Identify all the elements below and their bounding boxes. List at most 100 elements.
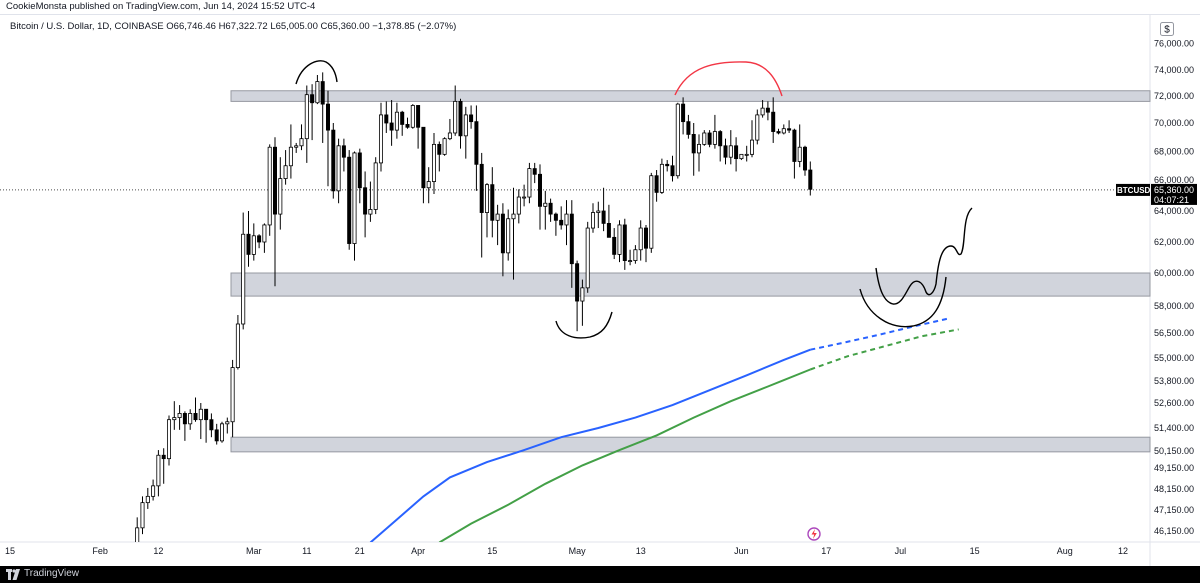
dollar-icon[interactable]: $	[1160, 22, 1174, 36]
lightning-bolt-icon	[811, 529, 817, 539]
candle	[315, 75, 320, 105]
candle	[495, 204, 500, 246]
candle	[522, 184, 527, 207]
time-tick-label: 13	[636, 546, 646, 556]
candle	[500, 203, 505, 277]
candle	[166, 415, 171, 466]
candle	[511, 187, 516, 280]
candle	[803, 145, 808, 176]
symbol-label: BTCUSD	[1117, 186, 1151, 195]
candle	[469, 105, 474, 129]
candle	[257, 234, 262, 249]
candle	[649, 172, 654, 253]
candle	[304, 85, 309, 163]
candle	[681, 97, 686, 135]
candle	[198, 403, 203, 440]
annotation-big-cup	[859, 276, 947, 328]
candle	[209, 413, 214, 438]
candle	[225, 417, 230, 434]
price-tick-label: 50,150.00	[1154, 446, 1194, 456]
candle	[373, 157, 378, 215]
candle	[204, 408, 209, 443]
candle	[516, 189, 521, 224]
candle	[288, 124, 293, 179]
candle	[241, 212, 246, 330]
zone-2	[230, 436, 1151, 453]
candle	[606, 204, 611, 238]
candle	[426, 167, 431, 204]
time-tick-label: May	[569, 546, 587, 556]
candle	[484, 183, 489, 238]
candle	[214, 423, 219, 445]
published-by: CookieMonsta published on TradingView.co…	[6, 1, 316, 12]
candle	[325, 90, 330, 187]
candle	[617, 220, 622, 263]
candle	[718, 130, 723, 162]
candle	[702, 130, 707, 146]
price-chart[interactable]: 76,000.00 74,000.00 72,000.00 70,000.00 68,0…	[0, 0, 1200, 566]
candle	[135, 517, 140, 542]
time-tick-label: 15	[970, 546, 980, 556]
candle	[357, 148, 362, 204]
candle	[723, 138, 728, 165]
zone-1	[230, 272, 1151, 297]
svg-text:$: $	[1164, 25, 1170, 36]
candle	[596, 201, 601, 229]
candle	[474, 105, 479, 191]
candle	[177, 405, 182, 430]
footer-brand: TradingView	[24, 568, 80, 579]
price-tick-label: 64,000.00	[1154, 206, 1194, 216]
candle	[776, 128, 781, 135]
annotation-bottom-cup	[555, 311, 613, 339]
candle	[532, 162, 537, 184]
price-tick-label: 52,600.00	[1154, 398, 1194, 408]
candle	[262, 223, 267, 253]
candle	[219, 421, 224, 443]
candle	[575, 260, 580, 332]
candle	[442, 137, 447, 156]
candle	[765, 101, 770, 121]
candle	[251, 223, 256, 261]
candle	[310, 84, 315, 141]
candle	[352, 151, 357, 261]
price-tick-label: 55,000.00	[1154, 353, 1194, 363]
candle	[792, 128, 797, 179]
candle	[389, 100, 394, 146]
candle	[675, 102, 680, 179]
annotation-top-arc-right	[674, 61, 783, 97]
candle	[707, 130, 712, 148]
ma-blue-line	[369, 348, 811, 542]
time-tick-label: 15	[5, 546, 15, 556]
candle	[601, 187, 606, 232]
candle	[172, 401, 177, 430]
price-tick-label: 70,000.00	[1154, 118, 1194, 128]
candle	[553, 212, 558, 236]
time-tick-label: Mar	[246, 546, 262, 556]
candle	[506, 209, 511, 261]
candle	[659, 158, 664, 194]
price-tick-label: 47,150.00	[1154, 505, 1194, 515]
candle	[580, 279, 585, 326]
candle	[182, 411, 187, 441]
price-tick-label: 74,000.00	[1154, 65, 1194, 75]
candle	[548, 198, 553, 222]
annotation-projection-path	[875, 207, 973, 305]
candle	[267, 144, 272, 236]
candle	[394, 102, 399, 139]
candle	[421, 126, 426, 204]
candle	[760, 100, 765, 118]
candle	[728, 130, 733, 165]
time-tick-label: Jul	[895, 546, 907, 556]
candle	[272, 137, 277, 287]
price-tick-label: 56,500.00	[1154, 328, 1194, 338]
last-price-box	[1151, 183, 1197, 205]
candle	[490, 167, 495, 238]
candle	[193, 397, 198, 422]
symbol-legend[interactable]: Bitcoin / U.S. Dollar, 1D, COINBASE O66,…	[10, 21, 457, 32]
candle	[405, 117, 410, 129]
time-tick-label: 12	[1118, 546, 1128, 556]
candle	[400, 110, 405, 136]
time-tick-label: 21	[355, 546, 365, 556]
candle	[686, 114, 691, 139]
candle	[538, 164, 543, 230]
